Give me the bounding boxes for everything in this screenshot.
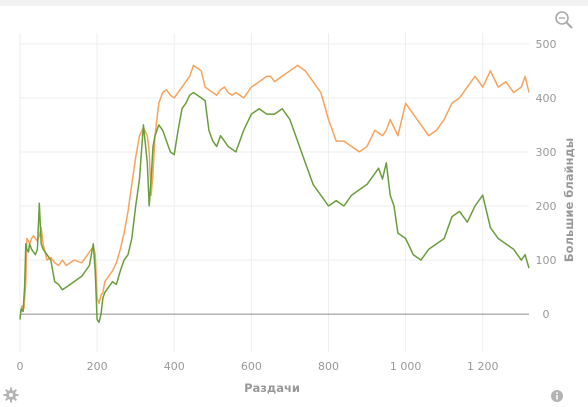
y-tick-label: 0 bbox=[543, 308, 550, 321]
x-tick-label: 800 bbox=[318, 360, 339, 373]
x-tick-label: 1 200 bbox=[467, 360, 499, 373]
x-tick-label: 0 bbox=[17, 360, 24, 373]
y-tick-label: 400 bbox=[536, 92, 557, 105]
x-axis-ticks: 0 200 400 600 800 1 000 1 200 bbox=[17, 360, 499, 373]
series-line-2 bbox=[19, 91, 530, 324]
x-tick-label: 200 bbox=[87, 360, 108, 373]
x-axis-title: Раздачи bbox=[244, 381, 300, 395]
zoom-icon[interactable] bbox=[554, 10, 574, 30]
y-tick-label: 100 bbox=[536, 254, 557, 267]
y-axis-ticks: 0 100 200 300 400 500 bbox=[536, 38, 557, 321]
y-tick-label: 500 bbox=[536, 38, 557, 51]
series-line-1 bbox=[19, 64, 530, 318]
y-axis-title: Большие блайнды bbox=[562, 138, 576, 262]
x-tick-label: 400 bbox=[164, 360, 185, 373]
x-tick-label: 600 bbox=[241, 360, 262, 373]
info-icon[interactable] bbox=[550, 389, 564, 403]
top-bar bbox=[0, 0, 588, 6]
y-tick-label: 200 bbox=[536, 200, 557, 213]
y-tick-label: 300 bbox=[536, 146, 557, 159]
x-tick-label: 1 000 bbox=[390, 360, 422, 373]
gear-icon[interactable] bbox=[3, 387, 19, 403]
series-group bbox=[19, 64, 530, 324]
